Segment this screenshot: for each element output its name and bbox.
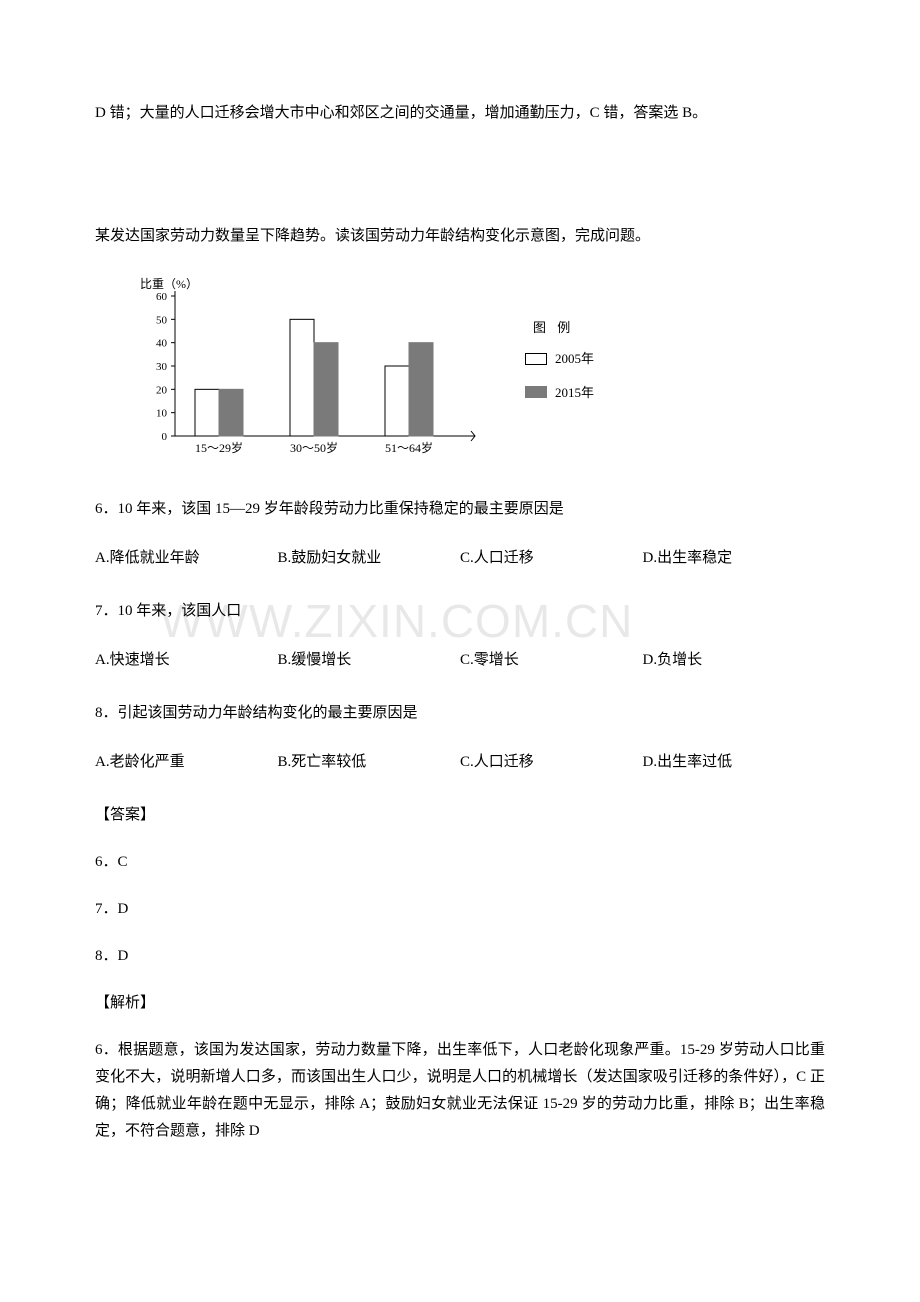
svg-text:0: 0 xyxy=(162,431,168,443)
svg-text:15～29岁: 15～29岁 xyxy=(195,440,243,455)
q8-opt-a: A.老龄化严重 xyxy=(95,749,278,776)
q7-opt-c: C.零增长 xyxy=(460,647,643,674)
passage-intro: 某发达国家劳动力数量呈下降趋势。读该国劳动力年龄结构变化示意图，完成问题。 xyxy=(95,223,825,250)
q8-stem: 8．引起该国劳动力年龄结构变化的最主要原因是 xyxy=(95,700,825,727)
legend-swatch-2015 xyxy=(525,386,547,398)
bars xyxy=(195,319,433,436)
q6-opt-d: D.出生率稳定 xyxy=(643,545,826,572)
svg-text:30: 30 xyxy=(156,361,168,373)
svg-text:40: 40 xyxy=(156,338,168,350)
answer-6: 6．C xyxy=(95,849,825,876)
y-ticks: 0 10 20 30 40 50 60 xyxy=(156,291,175,443)
legend-title: 图 例 xyxy=(533,316,594,339)
chart-svg: 0 10 20 30 40 50 60 15～29岁 30～50岁 51～64岁 xyxy=(135,276,485,466)
q6-options: A.降低就业年龄 B.鼓励妇女就业 C.人口迁移 D.出生率稳定 xyxy=(95,545,825,572)
svg-text:50: 50 xyxy=(156,314,168,326)
q7-opt-d: D.负增长 xyxy=(643,647,826,674)
svg-text:20: 20 xyxy=(156,384,168,396)
labor-age-chart: 比重（%） 0102030405060 15～29岁30～50岁51～64岁 图… xyxy=(135,276,825,466)
x-cats: 15～29岁 30～50岁 51～64岁 xyxy=(195,440,433,455)
top-fragment: D 错；大量的人口迁移会增大市中心和郊区之间的交通量，增加通勤压力，C 错，答案… xyxy=(95,100,825,127)
q6-opt-c: C.人口迁移 xyxy=(460,545,643,572)
explain-6: 6．根据题意，该国为发达国家，劳动力数量下降，出生率低下，人口老龄化现象严重。1… xyxy=(95,1037,825,1145)
q6-opt-b: B.鼓励妇女就业 xyxy=(278,545,461,572)
svg-text:30～50岁: 30～50岁 xyxy=(290,440,338,455)
q8-opt-d: D.出生率过低 xyxy=(643,749,826,776)
svg-text:51～64岁: 51～64岁 xyxy=(385,440,433,455)
legend-label-2005: 2005年 xyxy=(555,347,594,370)
q7-opt-b: B.缓慢增长 xyxy=(278,647,461,674)
explain-heading: 【解析】 xyxy=(95,990,825,1017)
legend-label-2015: 2015年 xyxy=(555,381,594,404)
q7-opt-a: A.快速增长 xyxy=(95,647,278,674)
q8-opt-c: C.人口迁移 xyxy=(460,749,643,776)
svg-text:60: 60 xyxy=(156,291,168,303)
answer-8: 8．D xyxy=(95,943,825,970)
q7-options: A.快速增长 B.缓慢增长 C.零增长 D.负增长 xyxy=(95,647,825,674)
q8-opt-b: B.死亡率较低 xyxy=(278,749,461,776)
answer-7: 7．D xyxy=(95,896,825,923)
legend-swatch-2005 xyxy=(525,353,547,365)
q6-opt-a: A.降低就业年龄 xyxy=(95,545,278,572)
q7-stem: 7．10 年来，该国人口 xyxy=(95,598,825,625)
answers-heading: 【答案】 xyxy=(95,802,825,829)
q8-options: A.老龄化严重 B.死亡率较低 C.人口迁移 D.出生率过低 xyxy=(95,749,825,776)
chart-legend: 图 例 2005年 2015年 xyxy=(525,316,594,414)
q6-stem: 6．10 年来，该国 15—29 岁年龄段劳动力比重保持稳定的最主要原因是 xyxy=(95,496,825,523)
svg-text:10: 10 xyxy=(156,408,168,420)
